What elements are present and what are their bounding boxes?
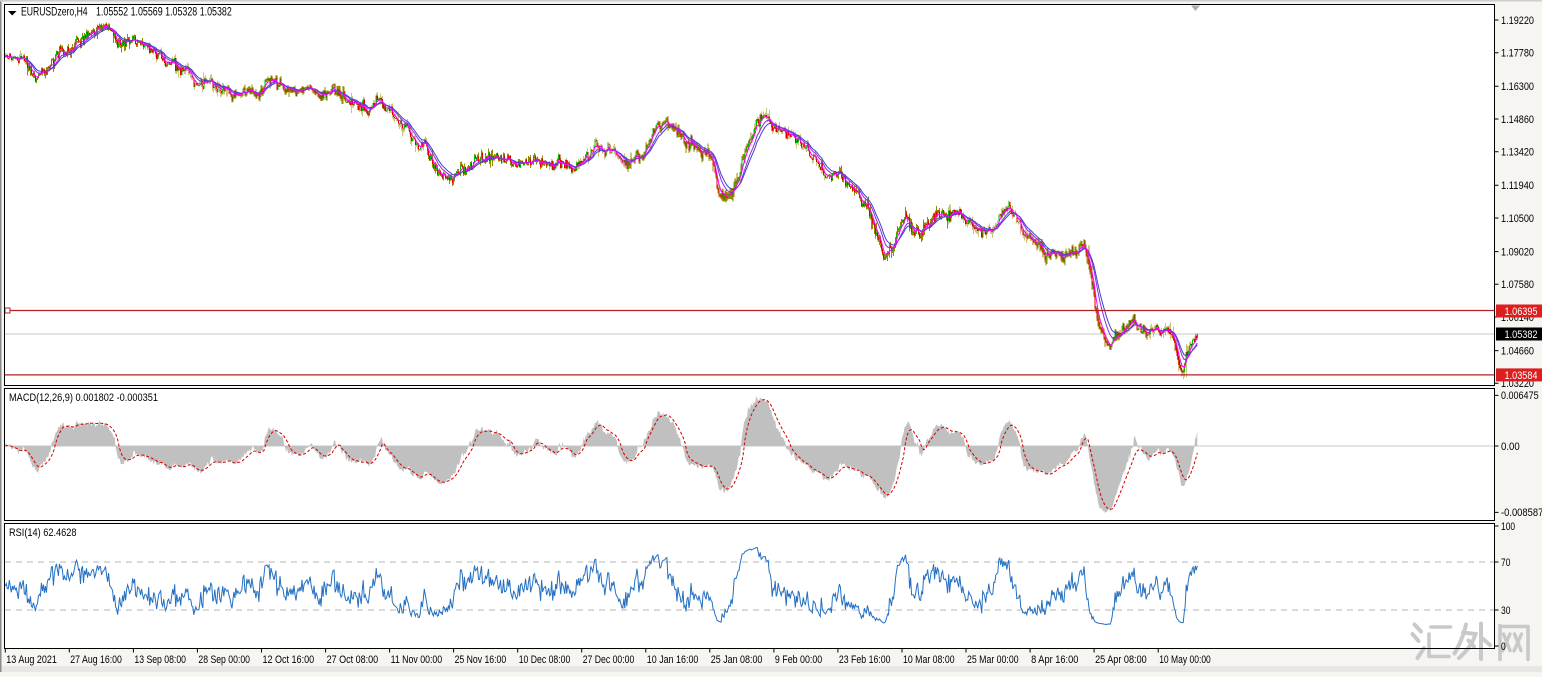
svg-text:27 Dec 00:00: 27 Dec 00:00: [583, 654, 635, 666]
svg-text:1.06395: 1.06395: [1505, 306, 1538, 318]
svg-text:0: 0: [1501, 641, 1506, 653]
svg-text:1.13420: 1.13420: [1501, 147, 1534, 159]
svg-text:1.16300: 1.16300: [1501, 81, 1534, 93]
svg-text:0.006475: 0.006475: [1501, 390, 1539, 402]
svg-text:27 Aug 16:00: 27 Aug 16:00: [70, 654, 122, 666]
svg-text:1.05382: 1.05382: [1505, 329, 1538, 341]
svg-text:EURUSDzero,H4: EURUSDzero,H4: [21, 6, 88, 18]
svg-text:1.03584: 1.03584: [1505, 370, 1538, 382]
svg-text:70: 70: [1501, 557, 1510, 569]
svg-text:13 Sep 08:00: 13 Sep 08:00: [134, 654, 186, 666]
svg-text:1.17780: 1.17780: [1501, 48, 1534, 60]
svg-text:1.09020: 1.09020: [1501, 246, 1534, 258]
svg-text:1.07580: 1.07580: [1501, 279, 1534, 291]
svg-text:25 Apr 08:00: 25 Apr 08:00: [1095, 654, 1147, 666]
svg-text:10 Mar 08:00: 10 Mar 08:00: [903, 654, 955, 666]
svg-text:9 Feb 00:00: 9 Feb 00:00: [775, 654, 822, 666]
svg-text:1.19220: 1.19220: [1501, 15, 1534, 27]
svg-text:1.04660: 1.04660: [1501, 345, 1534, 357]
svg-text:25 Mar 00:00: 25 Mar 00:00: [967, 654, 1019, 666]
svg-text:8 Apr 16:00: 8 Apr 16:00: [1031, 654, 1078, 666]
svg-text:25 Nov 16:00: 25 Nov 16:00: [455, 654, 507, 666]
svg-text:1.10500: 1.10500: [1501, 213, 1534, 225]
svg-text:28 Sep 00:00: 28 Sep 00:00: [198, 654, 250, 666]
svg-text:100: 100: [1501, 521, 1515, 533]
svg-text:1.14860: 1.14860: [1501, 114, 1534, 126]
svg-text:11 Nov 00:00: 11 Nov 00:00: [391, 654, 443, 666]
svg-text:10 Dec 08:00: 10 Dec 08:00: [519, 654, 571, 666]
svg-text:23 Feb 16:00: 23 Feb 16:00: [839, 654, 891, 666]
svg-text:-0.008587: -0.008587: [1501, 507, 1542, 519]
svg-text:0.00: 0.00: [1501, 441, 1520, 453]
svg-text:27 Oct 08:00: 27 Oct 08:00: [327, 654, 379, 666]
svg-text:1.11940: 1.11940: [1501, 180, 1534, 192]
svg-text:30: 30: [1501, 605, 1510, 617]
svg-text:1.05552 1.05569 1.05328 1.0538: 1.05552 1.05569 1.05328 1.05382: [96, 6, 232, 18]
svg-text:12 Oct 16:00: 12 Oct 16:00: [263, 654, 315, 666]
svg-text:MACD(12,26,9) 0.001802 -0.0003: MACD(12,26,9) 0.001802 -0.000351: [9, 392, 158, 404]
svg-text:10 Jan 16:00: 10 Jan 16:00: [647, 654, 699, 666]
svg-text:10 May 00:00: 10 May 00:00: [1159, 654, 1211, 666]
svg-text:13 Aug 2021: 13 Aug 2021: [6, 654, 57, 666]
svg-text:25 Jan 08:00: 25 Jan 08:00: [711, 654, 763, 666]
svg-text:RSI(14) 62.4628: RSI(14) 62.4628: [9, 527, 77, 539]
